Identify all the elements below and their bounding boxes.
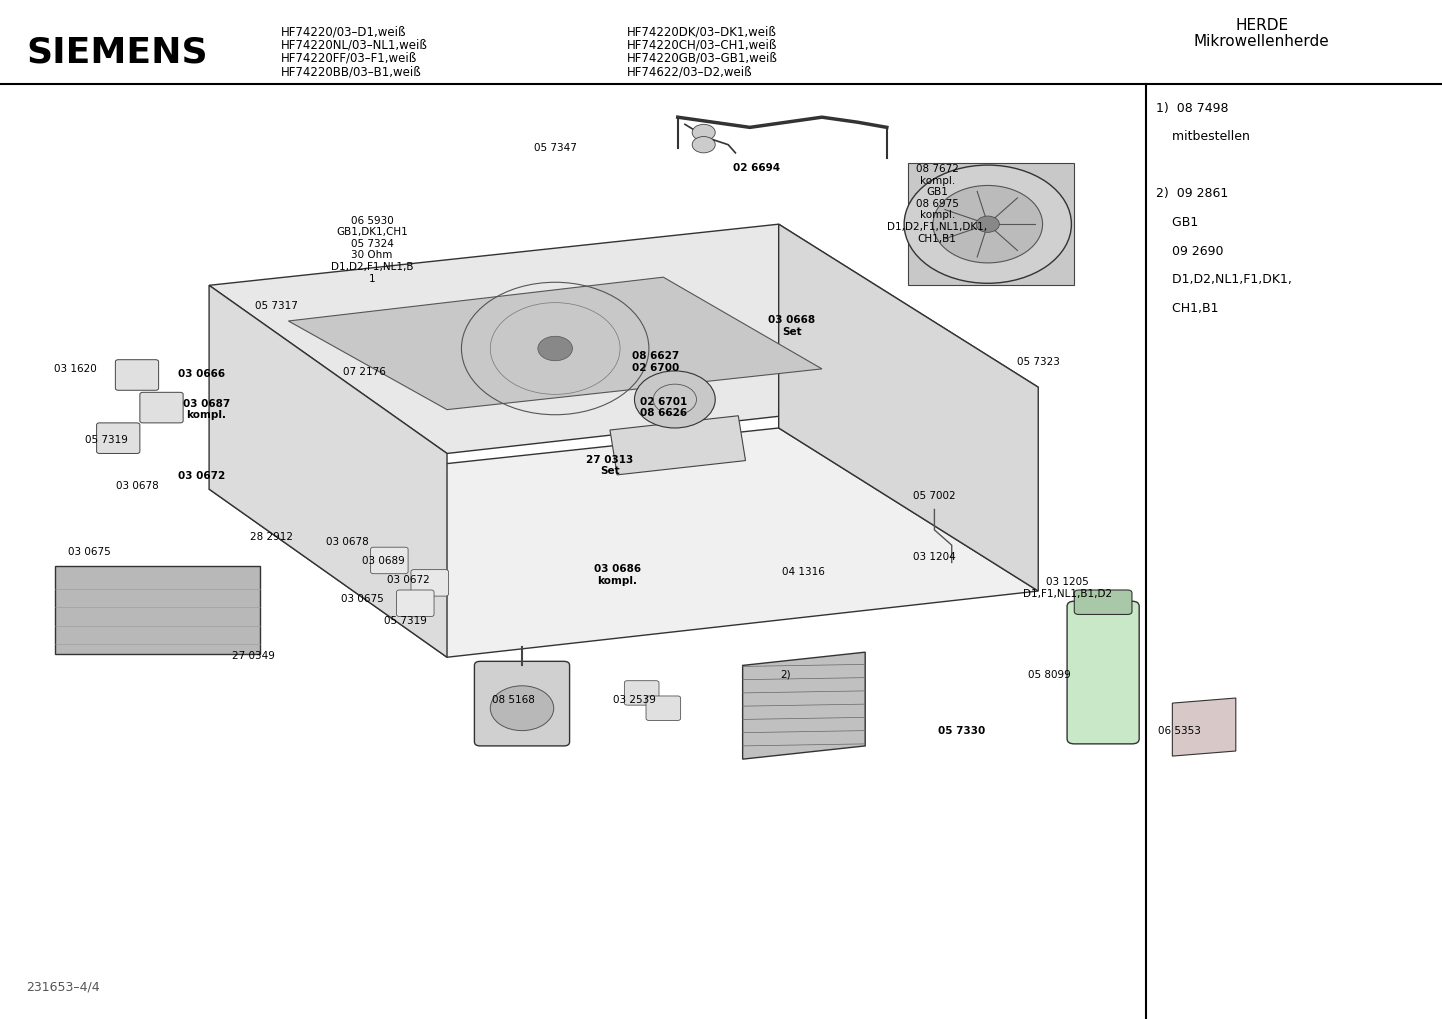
Text: 08 6627
02 6700: 08 6627 02 6700	[633, 351, 679, 373]
Text: 06 5353: 06 5353	[1158, 726, 1201, 736]
Polygon shape	[209, 428, 1038, 657]
Text: 05 7347: 05 7347	[534, 143, 577, 153]
Text: 03 2539: 03 2539	[613, 695, 656, 705]
Text: CH1,B1: CH1,B1	[1156, 302, 1218, 315]
Text: HF74220NL/03–NL1,weiß: HF74220NL/03–NL1,weiß	[281, 39, 428, 52]
Text: 02 6694: 02 6694	[734, 163, 780, 173]
Text: SIEMENS: SIEMENS	[26, 36, 208, 69]
Text: 09 2690: 09 2690	[1156, 245, 1224, 258]
Text: 03 0672: 03 0672	[386, 575, 430, 585]
Text: 03 0687
kompl.: 03 0687 kompl.	[183, 398, 229, 421]
Text: 27 0313
Set: 27 0313 Set	[587, 454, 633, 477]
Polygon shape	[209, 224, 1038, 453]
Polygon shape	[908, 163, 1074, 285]
Polygon shape	[55, 566, 260, 654]
Text: 03 1205
D1,F1,NL1,B1,D2: 03 1205 D1,F1,NL1,B1,D2	[1022, 577, 1112, 599]
Text: 03 1204: 03 1204	[913, 552, 956, 562]
Polygon shape	[209, 285, 447, 657]
FancyBboxPatch shape	[1067, 601, 1139, 744]
Text: 03 0668
Set: 03 0668 Set	[769, 315, 815, 337]
Text: 03 0675: 03 0675	[68, 547, 111, 557]
Text: 02 6701
08 6626: 02 6701 08 6626	[640, 396, 686, 419]
Text: 08 5168: 08 5168	[492, 695, 535, 705]
Text: 05 7323: 05 7323	[1017, 357, 1060, 367]
Text: 03 0666: 03 0666	[179, 369, 225, 379]
Polygon shape	[610, 416, 746, 475]
Text: 27 0349: 27 0349	[232, 651, 275, 661]
FancyBboxPatch shape	[646, 696, 681, 720]
Text: HF74220CH/03–CH1,weiß: HF74220CH/03–CH1,weiß	[627, 39, 777, 52]
Text: GB1: GB1	[1156, 216, 1198, 229]
FancyBboxPatch shape	[624, 681, 659, 705]
Text: HF74220GB/03–GB1,weiß: HF74220GB/03–GB1,weiß	[627, 52, 779, 65]
Text: 03 0672: 03 0672	[179, 471, 225, 481]
Circle shape	[692, 137, 715, 153]
Polygon shape	[779, 224, 1038, 591]
Text: HERDE: HERDE	[1236, 18, 1288, 34]
FancyBboxPatch shape	[474, 661, 570, 746]
Text: HF74220FF/03–F1,weiß: HF74220FF/03–F1,weiß	[281, 52, 417, 65]
Text: 03 0689: 03 0689	[362, 556, 405, 567]
Text: HF74220DK/03–DK1,weiß: HF74220DK/03–DK1,weiß	[627, 25, 777, 39]
Polygon shape	[1172, 698, 1236, 756]
Text: Mikrowellenherde: Mikrowellenherde	[1194, 34, 1330, 49]
Circle shape	[976, 216, 999, 232]
Text: 05 8099: 05 8099	[1028, 669, 1071, 680]
Polygon shape	[288, 277, 822, 410]
Text: 06 5930
GB1,DK1,CH1
05 7324
30 Ohm
D1,D2,F1,NL1,B
1: 06 5930 GB1,DK1,CH1 05 7324 30 Ohm D1,D2…	[330, 216, 414, 283]
Text: 04 1316: 04 1316	[782, 567, 825, 577]
Text: 03 0686
kompl.: 03 0686 kompl.	[594, 564, 640, 586]
Text: 05 7319: 05 7319	[384, 615, 427, 626]
Text: 2)  09 2861: 2) 09 2861	[1156, 187, 1229, 201]
Circle shape	[538, 336, 572, 361]
Text: 05 7317: 05 7317	[255, 301, 298, 311]
FancyBboxPatch shape	[411, 570, 448, 596]
FancyBboxPatch shape	[115, 360, 159, 390]
FancyBboxPatch shape	[371, 547, 408, 574]
Circle shape	[933, 185, 1043, 263]
Text: 03 0678: 03 0678	[326, 537, 369, 547]
Polygon shape	[743, 652, 865, 759]
Text: D1,D2,NL1,F1,DK1,: D1,D2,NL1,F1,DK1,	[1156, 273, 1292, 286]
Text: 05 7319: 05 7319	[85, 435, 128, 445]
Circle shape	[634, 371, 715, 428]
Text: 07 2176: 07 2176	[343, 367, 386, 377]
FancyBboxPatch shape	[1074, 590, 1132, 614]
Text: 08 7672
kompl.
GB1
08 6975
kompl.
D1,D2,F1,NL1,DK1,
CH1,B1: 08 7672 kompl. GB1 08 6975 kompl. D1,D2,…	[887, 164, 988, 244]
Circle shape	[692, 124, 715, 141]
Text: 28 2912: 28 2912	[249, 532, 293, 542]
FancyBboxPatch shape	[140, 392, 183, 423]
Text: 03 0678: 03 0678	[115, 481, 159, 491]
FancyBboxPatch shape	[97, 423, 140, 453]
Text: 231653–4/4: 231653–4/4	[26, 980, 99, 994]
Text: HF74220/03–D1,weiß: HF74220/03–D1,weiß	[281, 25, 407, 39]
Circle shape	[490, 686, 554, 731]
Text: HF74220BB/03–B1,weiß: HF74220BB/03–B1,weiß	[281, 65, 423, 78]
Text: 05 7330: 05 7330	[939, 726, 985, 736]
Text: 2): 2)	[780, 669, 792, 680]
Text: 03 0675: 03 0675	[340, 594, 384, 604]
Text: 03 1620: 03 1620	[53, 364, 97, 374]
Text: mitbestellen: mitbestellen	[1156, 130, 1250, 144]
Circle shape	[904, 165, 1071, 283]
FancyBboxPatch shape	[397, 590, 434, 616]
Text: 05 7002: 05 7002	[913, 491, 956, 501]
Text: 1)  08 7498: 1) 08 7498	[1156, 102, 1229, 115]
Text: HF74622/03–D2,weiß: HF74622/03–D2,weiß	[627, 65, 753, 78]
